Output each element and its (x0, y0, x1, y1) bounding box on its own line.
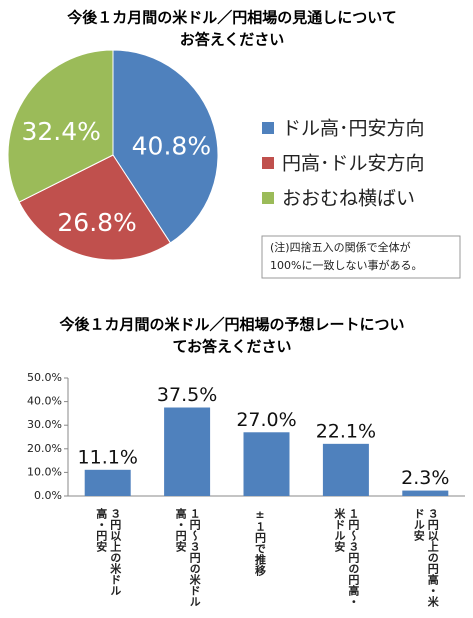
pie-slice (7, 49, 114, 203)
chart-title: 今後１カ月間の米ドル／円相場の見通しについて (66, 9, 397, 27)
data-label: 37.5% (157, 384, 217, 406)
legend-swatch (262, 157, 274, 169)
bar (84, 469, 131, 496)
chart-title: 今後１カ月間の米ドル／円相場の予想レートについ (58, 316, 404, 334)
data-label: 27.0% (236, 409, 296, 431)
y-tick-label: 10.0% (27, 465, 62, 478)
x-tick-label: １円～３円の米ドル高・円安 (174, 508, 202, 607)
y-tick-label: 50.0% (27, 371, 62, 384)
chart-title: てお答えください (172, 338, 291, 356)
bar (164, 407, 211, 496)
x-tick-label: ３円以上の米ドル高・円安 (94, 508, 122, 596)
note: (注)四捨五入の関係で全体が (270, 240, 411, 254)
legend-swatch (262, 122, 274, 134)
legend-label: ドル高･円安方向 (282, 118, 425, 140)
legend-label: おおむね横ばい (282, 188, 415, 210)
bar (402, 490, 449, 496)
x-tick-label: １円～３円の円高・米ドル安 (332, 508, 360, 607)
x-tick-label: ３円以上の円高・米ドル安 (412, 508, 440, 607)
data-label: 22.1% (316, 420, 376, 442)
y-tick-label: 20.0% (27, 442, 62, 455)
y-tick-label: 0.0% (34, 489, 62, 502)
data-label: 32.4% (21, 117, 100, 146)
chart-title: お答えください (180, 31, 285, 49)
x-tick-label: ±１円で推移 (253, 508, 267, 576)
y-tick-label: 30.0% (27, 418, 62, 431)
data-label: 11.1% (78, 446, 138, 468)
bar (243, 432, 290, 496)
note-box (261, 235, 461, 279)
data-label: 2.3% (401, 467, 449, 489)
bar (322, 443, 369, 496)
data-label: 26.8% (57, 208, 136, 237)
legend-label: 円高･ドル安方向 (282, 153, 425, 175)
y-tick-label: 40.0% (27, 395, 62, 408)
data-label: 40.8% (132, 132, 211, 161)
legend-swatch (262, 192, 274, 204)
pie-slice (18, 154, 172, 261)
note: 100%に一致しない事がある。 (270, 258, 422, 272)
